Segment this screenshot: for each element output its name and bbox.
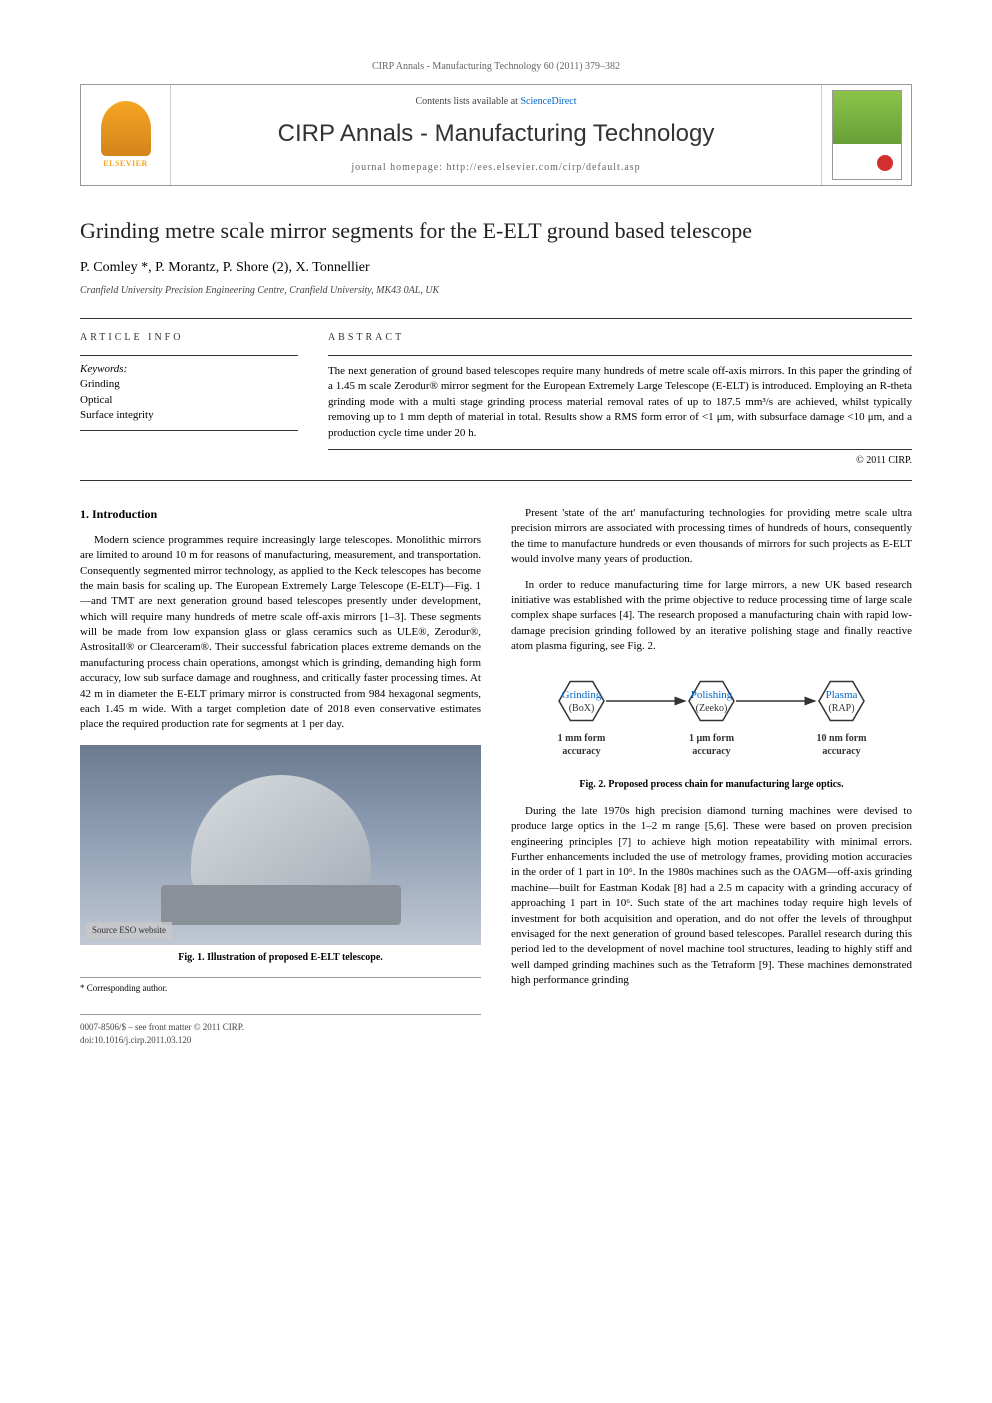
journal-cover-icon — [832, 90, 902, 180]
telescope-base-shape — [161, 885, 401, 925]
elsevier-tree-icon — [101, 101, 151, 156]
hex-accuracy-label2: accuracy — [692, 746, 730, 757]
hex-accuracy-label: 1 mm form — [558, 733, 606, 744]
telescope-dome-shape — [191, 775, 371, 895]
publisher-logo-area: ELSEVIER — [81, 85, 171, 185]
figure-2: Grinding (BoX) 1 mm form accuracy Polishing (… — [511, 666, 912, 791]
body-columns: 1. Introduction Modern science programme… — [80, 506, 912, 1047]
left-column: 1. Introduction Modern science programme… — [80, 506, 481, 1047]
article-info-col: ARTICLE INFO Keywords: Grinding Optical … — [80, 319, 313, 480]
hex-label-sub: (RAP) — [828, 703, 854, 714]
journal-homepage: journal homepage: http://ees.elsevier.co… — [181, 161, 811, 175]
footer: 0007-8506/$ – see front matter © 2011 CI… — [80, 1014, 481, 1046]
hex-accuracy-label2: accuracy — [822, 746, 860, 757]
elsevier-logo: ELSEVIER — [91, 95, 161, 175]
figure-1-image: Source ESO website — [80, 745, 481, 945]
hex-label-top: Polishing — [691, 689, 733, 701]
hex-accuracy-label: 10 nm form — [817, 733, 868, 744]
hex-label-sub: (BoX) — [569, 703, 595, 714]
cover-thumb-area — [821, 85, 911, 185]
abstract-col: ABSTRACT The next generation of ground b… — [313, 319, 912, 480]
figure-2-caption: Fig. 2. Proposed process chain for manuf… — [511, 778, 912, 792]
process-hexagon — [819, 682, 864, 721]
abstract-copyright: © 2011 CIRP. — [328, 454, 912, 468]
figure-1: Source ESO website Fig. 1. Illustration … — [80, 745, 481, 965]
affiliation: Cranfield University Precision Engineeri… — [80, 284, 912, 298]
hex-label-top: Grinding — [562, 689, 602, 701]
journal-reference: CIRP Annals - Manufacturing Technology 6… — [80, 60, 912, 74]
right-column: Present 'state of the art' manufacturing… — [511, 506, 912, 1047]
article-title: Grinding metre scale mirror segments for… — [80, 216, 912, 247]
hex-accuracy-label2: accuracy — [562, 746, 600, 757]
hex-label-sub: (Zeeko) — [696, 703, 728, 714]
figure-1-caption: Fig. 1. Illustration of proposed E-ELT t… — [80, 951, 481, 965]
process-hexagon — [689, 682, 734, 721]
journal-title: CIRP Annals - Manufacturing Technology — [181, 117, 811, 151]
homepage-prefix: journal homepage: — [351, 162, 446, 173]
authors-line: P. Comley *, P. Morantz, P. Shore (2), X… — [80, 258, 912, 278]
hex-accuracy-label: 1 μm form — [689, 733, 735, 744]
doi-line: doi:10.1016/j.cirp.2011.03.120 — [80, 1034, 481, 1047]
contents-prefix: Contents lists available at — [415, 96, 520, 107]
header-center: Contents lists available at ScienceDirec… — [171, 85, 821, 185]
paragraph-2: Present 'state of the art' manufacturing… — [511, 506, 912, 568]
contents-line: Contents lists available at ScienceDirec… — [181, 95, 811, 109]
figure-2-svg: Grinding (BoX) 1 mm form accuracy Polishing (… — [511, 666, 912, 766]
sciencedirect-link[interactable]: ScienceDirect — [520, 96, 576, 107]
abstract-text: The next generation of ground based tele… — [328, 355, 912, 450]
elsevier-label: ELSEVIER — [103, 158, 147, 169]
issn-line: 0007-8506/$ – see front matter © 2011 CI… — [80, 1021, 481, 1034]
figure-1-source: Source ESO website — [86, 922, 172, 939]
journal-header: ELSEVIER Contents lists available at Sci… — [80, 84, 912, 186]
process-hexagon — [559, 682, 604, 721]
keywords-label: Keywords: — [80, 355, 298, 377]
hex-label-top: Plasma — [826, 689, 858, 701]
paragraph-3: In order to reduce manufacturing time fo… — [511, 578, 912, 655]
article-info-heading: ARTICLE INFO — [80, 331, 298, 345]
homepage-url: http://ees.elsevier.com/cirp/default.asp — [447, 162, 641, 173]
corresponding-author-note: * Corresponding author. — [80, 977, 481, 995]
paragraph-4: During the late 1970s high precision dia… — [511, 804, 912, 989]
paragraph-1: Modern science programmes require increa… — [80, 533, 481, 733]
abstract-heading: ABSTRACT — [328, 331, 912, 345]
section-1-heading: 1. Introduction — [80, 506, 481, 523]
info-abstract-row: ARTICLE INFO Keywords: Grinding Optical … — [80, 318, 912, 481]
keywords-list: Grinding Optical Surface integrity — [80, 377, 298, 430]
